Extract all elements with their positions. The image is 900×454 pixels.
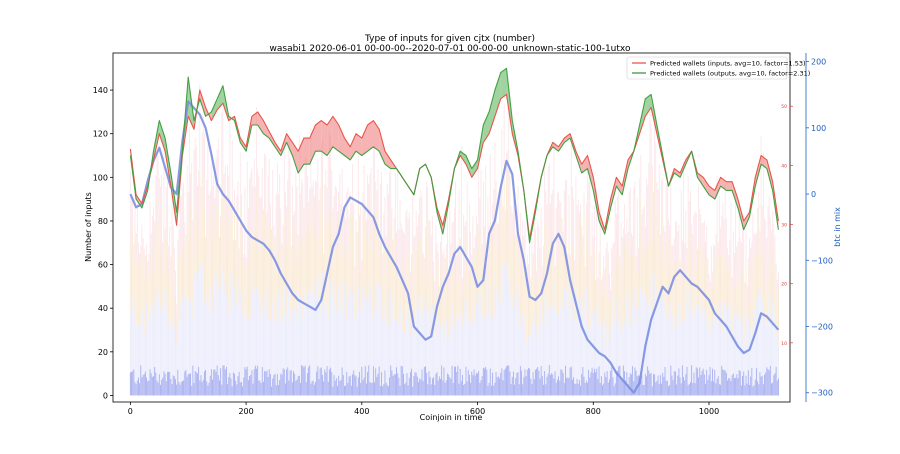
fill-inputs-above <box>616 177 623 195</box>
fill-inputs-above <box>379 129 385 165</box>
fill-inputs-above <box>332 116 339 152</box>
fill-inputs-above <box>298 138 304 173</box>
x-tick-label: 0 <box>128 407 133 416</box>
y-tick-label: 60 <box>98 261 108 270</box>
y-tick-label: 120 <box>93 130 108 139</box>
fill-inputs-above <box>240 138 247 152</box>
fill-inputs-above <box>199 90 206 117</box>
fill-outputs-above <box>159 120 166 152</box>
legend-label-outputs: Predicted wallets (outputs, avg=10, fact… <box>650 70 810 78</box>
x-tick-label: 1000 <box>699 407 719 416</box>
fill-inputs-above <box>564 133 571 143</box>
y-axis-right-inner: 10 20 30 40 50 <box>781 104 793 347</box>
chart-title: Type of inputs for given cjtx (number) <box>364 34 535 44</box>
fill-outputs-above <box>465 155 472 178</box>
y3-tick-label: 20 <box>781 282 787 288</box>
y2-tick-label: −200 <box>811 323 833 332</box>
fill-inputs-above <box>732 181 738 208</box>
y-axis-label: Number of inputs <box>84 192 93 262</box>
fill-inputs-above <box>275 142 281 156</box>
fill-inputs-above <box>703 177 709 195</box>
fill-outputs-above <box>500 68 507 99</box>
y-tick-label: 80 <box>98 217 108 226</box>
fill-inputs-above <box>327 116 333 156</box>
y-tick-label: 140 <box>93 86 108 95</box>
chart-subtitle: wasabi1 2020-06-01 00-00-00--2020-07-01 … <box>270 44 631 54</box>
y-axis-left: 0 20 40 60 80 100 120 140 <box>93 86 113 400</box>
fill-outputs-above <box>217 85 223 110</box>
y-tick-label: 0 <box>103 391 108 400</box>
fill-inputs-above <box>558 138 565 152</box>
fill-outputs-above <box>471 159 478 178</box>
fill-outputs-above <box>489 90 495 134</box>
fill-inputs-above <box>714 177 721 200</box>
fill-inputs-above <box>373 120 380 152</box>
fill-inputs-above <box>356 133 362 156</box>
fill-inputs-above <box>344 138 351 160</box>
fill-outputs-above <box>645 94 652 117</box>
y3-tick-label: 30 <box>781 223 787 229</box>
fill-inputs-above <box>581 155 588 173</box>
plot-frame <box>112 52 791 403</box>
fill-inputs-above <box>286 133 293 156</box>
fill-inputs-above <box>338 124 345 156</box>
x-axis: 0 200 400 600 800 1000 <box>128 402 719 416</box>
fill-inputs-above <box>315 120 322 152</box>
fill-inputs-above <box>263 120 270 139</box>
fill-outputs-above <box>494 72 501 117</box>
y2-axis-label: btc in mix <box>833 207 842 247</box>
legend: Predicted wallets (inputs, avg=10, facto… <box>626 56 810 80</box>
y-tick-label: 20 <box>98 348 108 357</box>
fill-outputs-above <box>211 98 218 121</box>
x-axis-label: Coinjoin in time <box>420 413 483 422</box>
x-tick-label: 400 <box>354 407 369 416</box>
y2-tick-label: 200 <box>811 58 826 67</box>
fill-inputs-above <box>726 181 733 191</box>
y2-tick-label: 100 <box>811 124 826 133</box>
legend-box <box>626 56 788 80</box>
y3-tick-label: 10 <box>781 341 787 347</box>
fill-inputs-above <box>361 124 368 156</box>
y3-tick-label: 40 <box>781 163 787 169</box>
y2-tick-label: 0 <box>811 190 816 199</box>
fill-inputs-above <box>766 159 773 191</box>
fill-outputs-above <box>483 111 490 143</box>
series-line-outputs <box>129 67 779 244</box>
y2-tick-label: −300 <box>811 389 833 398</box>
y2-tick-label: −100 <box>811 256 833 265</box>
legend-label-inputs: Predicted wallets (inputs, avg=10, facto… <box>650 60 806 68</box>
fill-inputs-above <box>321 120 328 156</box>
fill-inputs-above <box>303 138 310 165</box>
fill-inputs-above <box>674 168 681 178</box>
y-tick-label: 40 <box>98 304 108 313</box>
series-line-btc-in-mix <box>129 100 780 394</box>
fill-inputs-above <box>587 155 594 191</box>
x-tick-label: 800 <box>586 407 601 416</box>
y-tick-label: 100 <box>93 173 108 182</box>
fill-inputs-above <box>367 120 374 152</box>
x-tick-label: 600 <box>470 407 485 416</box>
y3-tick-label: 50 <box>781 104 787 110</box>
fill-inputs-above <box>384 151 391 169</box>
series-lines <box>129 67 780 394</box>
fill-inputs-above <box>292 142 299 173</box>
fill-inputs-above <box>257 111 264 134</box>
fill-inputs-above <box>552 142 559 152</box>
y-axis-right-outer: −300 −200 −100 0 100 200 <box>805 53 833 402</box>
background-bars <box>129 84 779 396</box>
x-tick-label: 200 <box>238 407 253 416</box>
